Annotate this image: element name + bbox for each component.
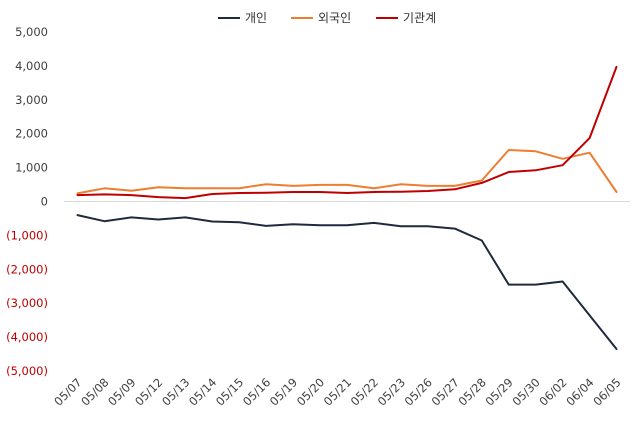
y-tick-label: 3,000 xyxy=(15,93,48,107)
x-tick-label: 05/12 xyxy=(132,375,165,408)
x-tick-label: 05/20 xyxy=(294,375,327,408)
y-tick-label: 0 xyxy=(41,195,48,209)
series-layer xyxy=(76,65,618,350)
x-axis: 05/0705/0805/0905/1205/1305/1405/1505/16… xyxy=(51,375,623,408)
y-tick-label: 4,000 xyxy=(15,59,48,73)
x-tick-label: 05/22 xyxy=(348,375,381,408)
series-line xyxy=(76,149,618,195)
legend-label: 기관계 xyxy=(403,11,436,25)
y-tick-label: (1,000) xyxy=(6,228,48,242)
x-tick-label: 05/29 xyxy=(482,375,515,408)
x-tick-label: 05/08 xyxy=(78,375,111,408)
y-tick-label: 5,000 xyxy=(15,25,48,39)
x-tick-label: 05/27 xyxy=(429,375,462,408)
series-line xyxy=(76,65,618,200)
x-tick-label: 05/07 xyxy=(51,375,84,408)
x-tick-label: 06/02 xyxy=(536,375,569,408)
y-tick-label: (3,000) xyxy=(6,296,48,310)
series-line xyxy=(76,214,618,350)
y-tick-label: (5,000) xyxy=(6,364,48,378)
y-tick-label: 1,000 xyxy=(15,161,48,175)
x-tick-label: 05/30 xyxy=(509,375,542,408)
legend-item: 기관계 xyxy=(376,11,436,25)
x-tick-label: 05/14 xyxy=(186,375,219,408)
x-tick-label: 05/26 xyxy=(402,375,435,408)
x-tick-label: 06/04 xyxy=(563,375,596,408)
legend-label: 개인 xyxy=(245,11,267,25)
x-tick-label: 05/23 xyxy=(375,375,408,408)
x-tick-label: 05/13 xyxy=(159,375,192,408)
x-tick-label: 05/28 xyxy=(456,375,489,408)
legend-label: 외국인 xyxy=(318,11,351,25)
y-tick-label: (2,000) xyxy=(6,262,48,276)
y-tick-label: 2,000 xyxy=(15,127,48,141)
x-tick-label: 06/05 xyxy=(590,375,623,408)
legend: 개인 외국인 기관계 xyxy=(218,11,436,25)
x-tick-label: 05/19 xyxy=(267,375,300,408)
x-tick-label: 05/15 xyxy=(213,375,246,408)
legend-item: 개인 xyxy=(218,11,267,25)
x-tick-label: 05/16 xyxy=(240,375,273,408)
y-tick-label: (4,000) xyxy=(6,330,48,344)
legend-item: 외국인 xyxy=(291,11,351,25)
y-axis: 5,000 4,000 3,000 2,000 1,000 0 (1,000) (2,000)… xyxy=(6,25,48,378)
x-tick-label: 05/21 xyxy=(321,375,354,408)
x-tick-label: 05/09 xyxy=(105,375,138,408)
